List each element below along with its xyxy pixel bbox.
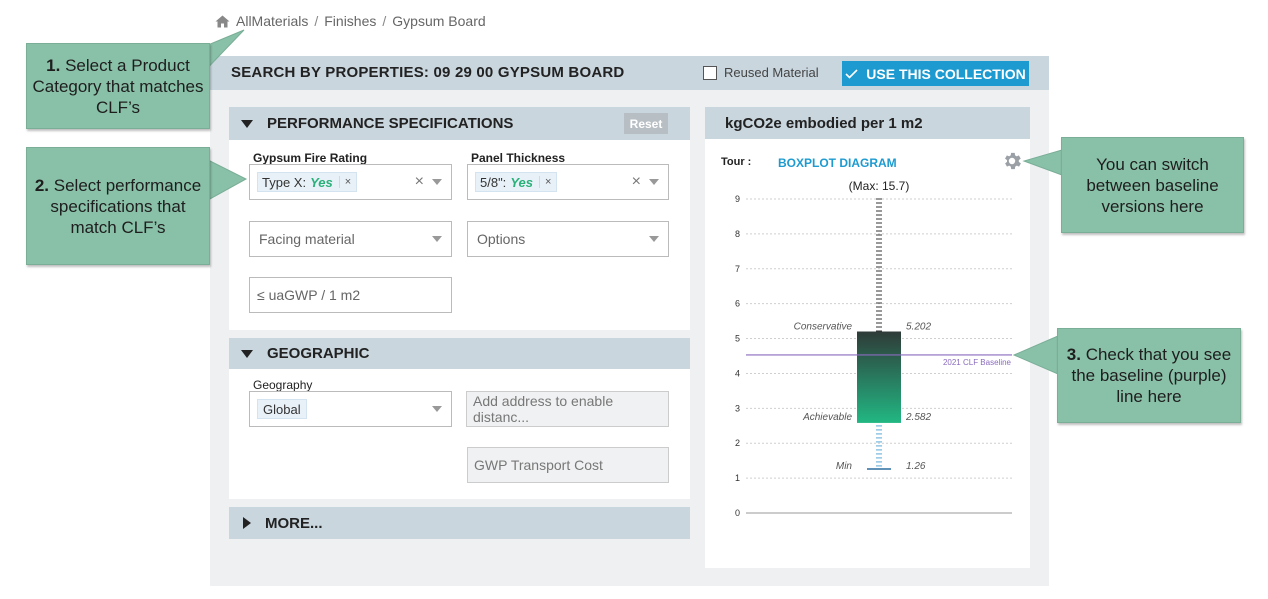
options-placeholder: Options: [477, 231, 526, 247]
geography-select[interactable]: Global: [249, 391, 452, 427]
callout-arrow-3: [1012, 335, 1059, 375]
collapse-icon: [241, 119, 253, 128]
transport-placeholder: GWP Transport Cost: [474, 457, 603, 473]
facing-material-select[interactable]: Facing material: [249, 221, 452, 257]
fire-rating-label: Gypsum Fire Rating: [253, 151, 368, 165]
note-number: 2.: [34, 175, 50, 195]
y-tick-label: 2: [735, 438, 740, 448]
clear-icon[interactable]: ×: [414, 173, 424, 190]
breadcrumb-separator: /: [314, 13, 319, 29]
y-tick-label: 3: [735, 403, 740, 413]
check-icon: [845, 68, 858, 79]
breadcrumb-separator: /: [382, 13, 387, 29]
options-select[interactable]: Options: [467, 221, 669, 257]
search-title: SEARCH BY PROPERTIES: 09 29 00 GYPSUM BO…: [231, 64, 625, 81]
tag-name: Type X:: [262, 174, 307, 190]
min-label: Min: [836, 461, 853, 472]
y-tick-label: 1: [735, 473, 740, 483]
baseline-label: 2021 CLF Baseline: [943, 358, 1012, 367]
boxplot-box: [857, 331, 901, 423]
home-icon[interactable]: [215, 15, 230, 28]
achievable-label: Achievable: [802, 412, 852, 423]
reused-material-toggle[interactable]: Reused Material: [703, 65, 819, 80]
conservative-label: Conservative: [794, 322, 853, 333]
boxplot-diagram-link[interactable]: BOXPLOT DIAGRAM: [778, 156, 897, 170]
fire-rating-select[interactable]: Type X: Yes × ×: [249, 164, 452, 200]
y-tick-label: 0: [735, 508, 740, 518]
note-text: Select a Product Category that matches C…: [32, 55, 204, 117]
achievable-value: 2.582: [905, 412, 931, 423]
note-text: Select performance specifications that m…: [50, 175, 202, 237]
annotation-note-switch: You can switch between baseline versions…: [1061, 137, 1244, 233]
chevron-down-icon[interactable]: [649, 236, 659, 242]
geography-value: Global: [263, 401, 301, 417]
remove-tag-icon[interactable]: ×: [338, 176, 356, 188]
facing-material-placeholder: Facing material: [259, 231, 355, 247]
remove-tag-icon[interactable]: ×: [538, 176, 556, 188]
tag-value: Yes: [310, 174, 333, 190]
performance-title: PERFORMANCE SPECIFICATIONS: [267, 115, 514, 132]
address-input[interactable]: Add address to enable distanc...: [466, 391, 669, 427]
tour-label: Tour :: [721, 156, 752, 168]
y-tick-label: 6: [735, 299, 740, 309]
performance-header[interactable]: PERFORMANCE SPECIFICATIONS: [229, 107, 690, 140]
y-tick-label: 5: [735, 334, 740, 344]
gwp-placeholder: ≤ uaGWP / 1 m2: [257, 287, 361, 303]
breadcrumb: AllMaterials / Finishes / Gypsum Board: [215, 13, 486, 29]
clear-icon[interactable]: ×: [631, 173, 641, 190]
more-title: MORE...: [265, 514, 323, 532]
geographic-header[interactable]: GEOGRAPHIC: [229, 338, 690, 369]
annotation-note-2: 2. Select performance specifications tha…: [26, 147, 210, 265]
callout-arrow-2: [207, 159, 248, 201]
breadcrumb-item-finishes[interactable]: Finishes: [324, 13, 377, 29]
panel-thickness-select[interactable]: 5/8": Yes × ×: [467, 164, 669, 200]
panel-thickness-label: Panel Thickness: [471, 151, 566, 165]
chevron-down-icon[interactable]: [432, 236, 442, 242]
gear-icon[interactable]: [1001, 150, 1023, 172]
gwp-input[interactable]: ≤ uaGWP / 1 m2: [249, 277, 452, 313]
note-number: 1.: [46, 55, 61, 75]
breadcrumb-item-gypsum-board[interactable]: Gypsum Board: [392, 13, 486, 29]
transport-cost-input[interactable]: GWP Transport Cost: [467, 447, 669, 483]
note-text: Check that you see the baseline (purple)…: [1071, 345, 1232, 406]
conservative-value: 5.202: [906, 322, 931, 333]
chevron-down-icon[interactable]: [432, 179, 442, 185]
geographic-title: GEOGRAPHIC: [267, 345, 370, 362]
reset-button[interactable]: Reset: [624, 113, 668, 134]
min-value: 1.26: [906, 461, 926, 472]
panel-thickness-tag: 5/8": Yes ×: [475, 172, 558, 192]
chevron-down-icon[interactable]: [432, 406, 442, 412]
use-collection-button[interactable]: USE THIS COLLECTION: [842, 61, 1029, 86]
callout-arrow-switch: [1022, 149, 1063, 176]
expand-icon: [243, 517, 251, 529]
reused-material-checkbox[interactable]: [703, 65, 717, 80]
tag-name: 5/8":: [480, 174, 507, 190]
breadcrumb-item-allmaterials[interactable]: AllMaterials: [236, 13, 309, 29]
y-tick-label: 4: [735, 368, 740, 378]
note-text: You can switch between baseline versions…: [1086, 154, 1219, 216]
note-number: 3.: [1066, 345, 1081, 364]
geography-tag: Global: [257, 399, 307, 419]
collapse-icon: [241, 349, 253, 358]
fire-rating-tag: Type X: Yes ×: [257, 172, 358, 192]
chart-title: kgCO2e embodied per 1 m2: [705, 107, 1030, 139]
reused-material-label: Reused Material: [724, 65, 819, 80]
annotation-note-1: 1. Select a Product Category that matche…: [26, 43, 210, 129]
address-placeholder: Add address to enable distanc...: [473, 393, 614, 425]
tag-value: Yes: [510, 174, 533, 190]
boxplot-chart: 0 1 2 3 4 5 6 7 8 9 2021 CLF Baseline (Max: 15.7)…: [735, 179, 1012, 518]
chevron-down-icon[interactable]: [649, 179, 659, 185]
annotation-note-3: 3. Check that you see the baseline (purp…: [1057, 328, 1241, 423]
y-tick-label: 9: [735, 194, 740, 204]
more-header[interactable]: MORE...: [229, 507, 690, 539]
y-tick-label: 8: [735, 229, 740, 239]
max-label: (Max: 15.7): [849, 179, 910, 193]
geography-label: Geography: [253, 378, 313, 392]
use-collection-label: USE THIS COLLECTION: [866, 65, 1026, 82]
y-tick-label: 7: [735, 264, 740, 274]
